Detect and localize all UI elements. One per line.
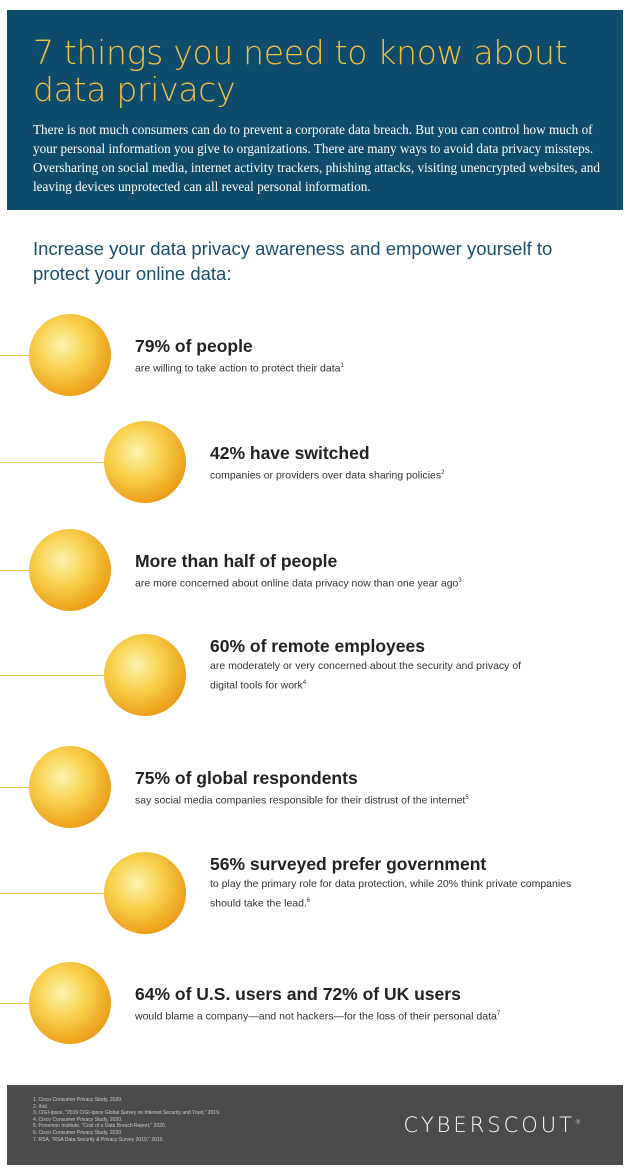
footnote-ref: 3 [458,578,462,584]
intro: Increase your data privacy awareness and… [33,238,553,284]
footnote-ref: 6 [306,898,311,904]
item: 42% have switched companies or providers … [0,421,630,511]
footer: 1. Cisco Consumer Privacy Study, 2020. 2.… [7,1085,623,1165]
item-text-body: are more concerned about online data pri… [135,577,459,590]
footnote-ref: 7 [496,1011,501,1017]
item-heading: 79% of people [135,336,253,356]
logo-text: CYBERSCOUT [403,1113,575,1137]
item-text: are more concerned about online data pri… [135,573,555,593]
item: 79% of people are willing to take action … [0,314,630,404]
item-text-body: are moderately or very concerned about t… [210,660,522,692]
item: 60% of remote employees are moderately or… [0,634,630,724]
photo-circle [29,314,111,396]
logo-mark: ® [575,1119,581,1126]
item-text-body: to play the primary role for data protec… [210,878,572,910]
header-body: There is not much consumers can do to pr… [33,122,600,194]
item-text-body: are willing to take action to protect th… [135,362,341,375]
item-text-body: say social media companies responsible f… [135,794,466,807]
photo-circle [104,852,186,934]
item-text: would blame a company—and not hackers—fo… [135,1006,555,1026]
item-text: are willing to take action to protect th… [135,358,555,378]
footnote-ref: 2 [441,470,445,476]
title: 7 things you need to know about data pri… [33,33,568,109]
photo-circle [104,421,186,503]
item-text-body: companies or providers over data sharing… [210,469,442,482]
connector [0,355,30,356]
item-heading: 56% surveyed prefer government [210,854,487,874]
connector [0,570,30,571]
item-heading: 75% of global respondents [135,768,358,788]
connector [0,893,105,894]
connector [0,462,105,463]
photo-circle [29,529,111,611]
logo: CYBERSCOUT® [404,1113,581,1137]
item: 75% of global respondents say social medi… [0,746,630,836]
item: More than half of people are more concern… [0,529,630,619]
photo-circle [104,634,186,716]
item: 56% surveyed prefer government to play th… [0,852,630,942]
connector [0,787,30,788]
item-text: are moderately or very concerned about t… [210,658,545,695]
item-text: companies or providers over data sharing… [210,465,610,485]
footnote: 6. Cisco Consumer Privacy Study, 2020. [33,1129,123,1136]
item-text: say social media companies responsible f… [135,790,555,810]
footnote-ref: 4 [302,680,307,686]
connector [0,1003,30,1004]
footnote-ref: 1 [340,363,344,369]
connector [0,675,105,676]
item-text-body: would blame a company—and not hackers—fo… [135,1010,497,1023]
item-heading: 42% have switched [210,443,370,463]
item-heading: 60% of remote employees [210,636,425,656]
footnote: 2. Ibid. [33,1103,49,1110]
item-heading: 64% of U.S. users and 72% of UK users [135,984,461,1004]
footnote: 5. Ponemon Institute, "Cost of a Data Br… [33,1123,167,1130]
item: 64% of U.S. users and 72% of UK users wou… [0,962,630,1052]
photo-circle [29,962,111,1044]
photo-circle [29,746,111,828]
footnote: 1. Cisco Consumer Privacy Study, 2020. [33,1097,123,1103]
footnote-ref: 5 [465,795,469,801]
footnotes: 1. Cisco Consumer Privacy Study, 2020. 2.… [33,1097,333,1143]
footnote: 7. RSA, "RSA Data Security & Privacy Sur… [33,1136,164,1143]
footnote: 3. CIGI-Ipsos, "2019 CIGI-Ipsos Global S… [33,1110,221,1117]
item-heading: More than half of people [135,551,338,571]
item-text: to play the primary role for data protec… [210,876,595,913]
footnote: 4. Cisco Consumer Privacy Study, 2020. [33,1116,123,1123]
header: 7 things you need to know about data pri… [7,10,623,210]
